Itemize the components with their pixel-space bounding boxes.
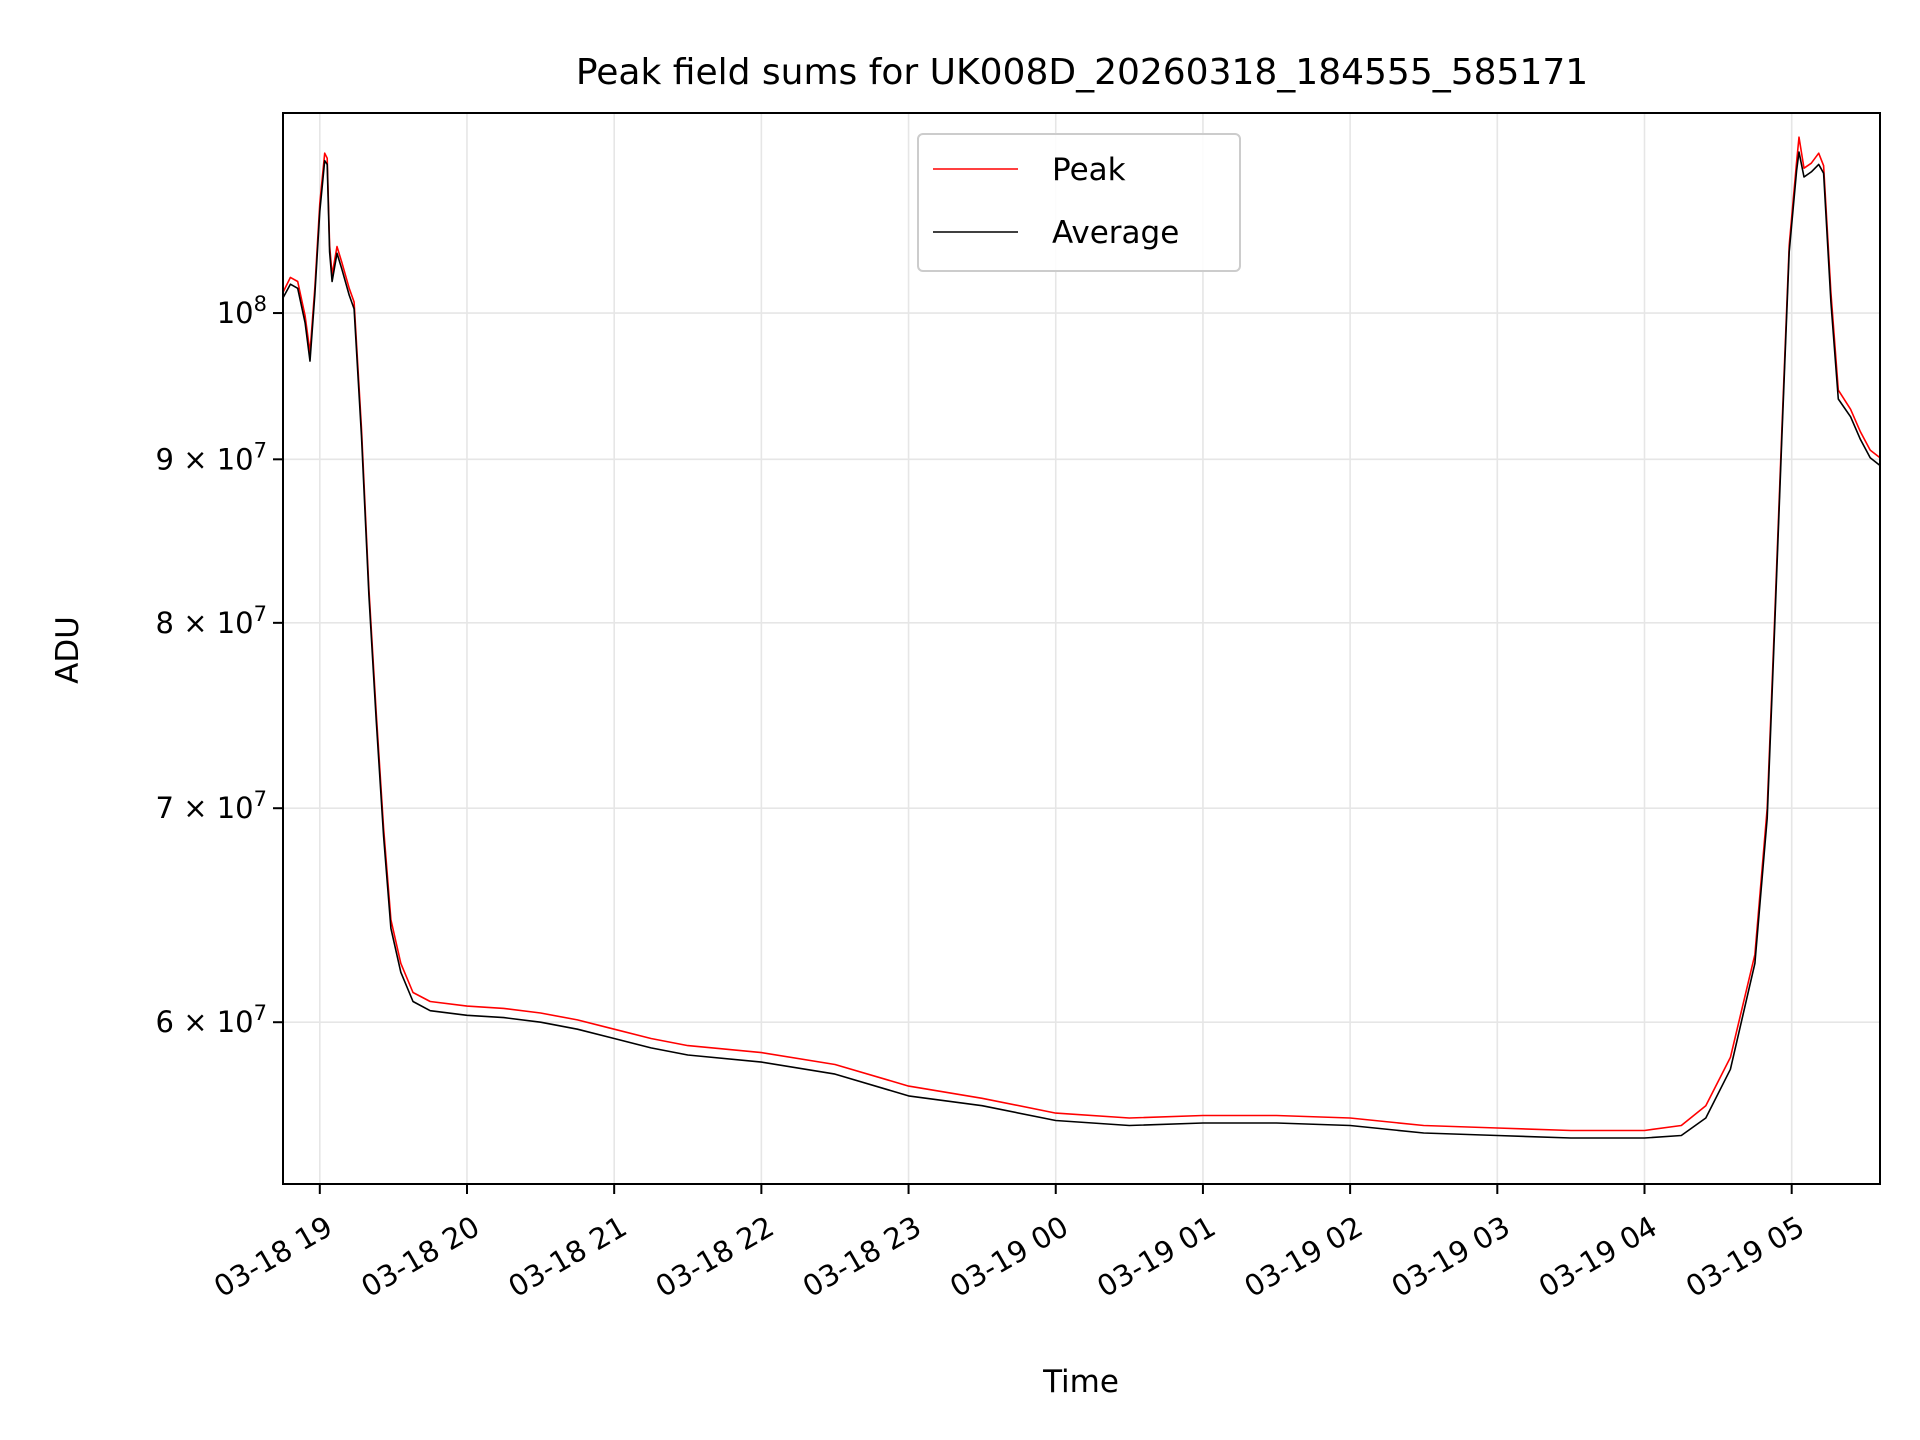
chart-title: Peak field sums for UK008D_20260318_1845… xyxy=(576,52,1588,93)
legend: Peak Average xyxy=(917,133,1241,272)
y-tick-label: 6 × 107 xyxy=(156,1001,267,1039)
series-layer xyxy=(282,136,1881,1139)
series-line-peak xyxy=(282,136,1881,1132)
y-tick-label: 7 × 107 xyxy=(156,787,267,825)
y-tick-mantissa: 8 × 10 xyxy=(156,606,254,640)
y-tick-label: 9 × 107 xyxy=(156,438,267,476)
y-axis-label: ADU xyxy=(50,616,86,684)
y-tick-exponent: 8 xyxy=(254,292,267,316)
y-tick-mantissa: 6 × 10 xyxy=(156,1005,254,1039)
y-tick-mantissa: 10 xyxy=(217,296,254,330)
y-tick-label: 108 xyxy=(217,292,267,330)
y-tick-exponent: 7 xyxy=(254,1001,267,1025)
y-tick-label: 8 × 107 xyxy=(156,602,267,640)
y-tick-exponent: 7 xyxy=(254,438,267,462)
x-axis-label: Time xyxy=(1042,1364,1119,1400)
grid xyxy=(283,113,1880,1184)
y-tick-exponent: 7 xyxy=(254,787,267,811)
y-tick-exponent: 7 xyxy=(254,602,267,626)
y-tick-mantissa: 7 × 10 xyxy=(156,791,254,825)
plot-frame xyxy=(282,112,1881,1185)
legend-label-average: Average xyxy=(1052,215,1179,251)
legend-label-peak: Peak xyxy=(1052,152,1126,188)
series-line-average xyxy=(282,151,1881,1139)
y-tick-mantissa: 9 × 10 xyxy=(156,442,254,476)
